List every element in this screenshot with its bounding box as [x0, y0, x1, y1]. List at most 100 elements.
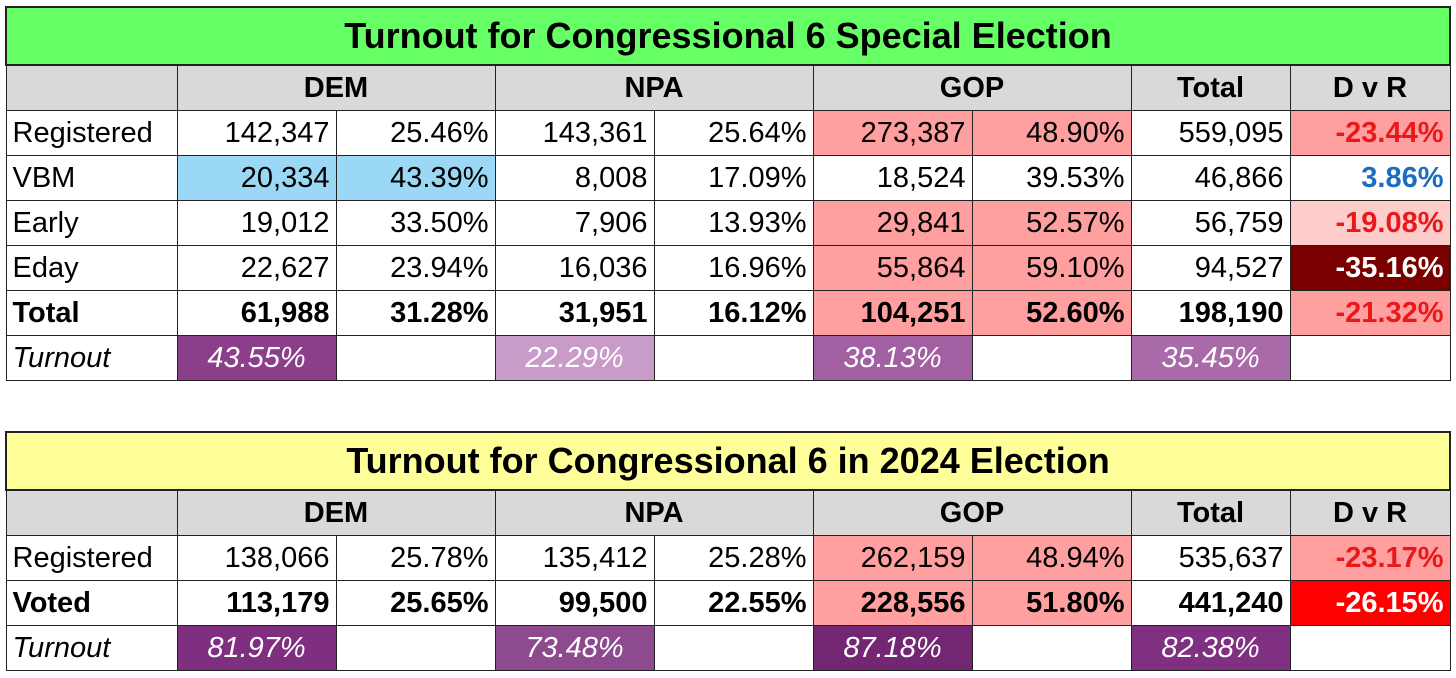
dvr-value: -26.15% — [1289, 580, 1451, 626]
header-blank — [5, 489, 178, 536]
table-row: Eday 22,627 23.94% 16,036 16.96% 55,864 … — [5, 245, 1451, 291]
dvr-value: -23.17% — [1289, 535, 1451, 581]
dem-pct: 25.65% — [335, 580, 496, 626]
npa-count: 8,008 — [494, 155, 655, 201]
gop-pct: 52.57% — [971, 200, 1132, 246]
dem-count: 142,347 — [176, 110, 337, 156]
gop-count: 29,841 — [812, 200, 973, 246]
empty-cell — [1289, 625, 1451, 671]
gop-turnout: 38.13% — [812, 335, 973, 381]
dem-pct: 25.46% — [335, 110, 496, 156]
table-title: Turnout for Congressional 6 Special Elec… — [5, 6, 1451, 66]
header-npa: NPA — [494, 64, 814, 111]
npa-turnout: 73.48% — [494, 625, 655, 671]
empty-cell — [971, 335, 1132, 381]
gop-count: 262,159 — [812, 535, 973, 581]
gop-count: 18,524 — [812, 155, 973, 201]
gop-pct: 51.80% — [971, 580, 1132, 626]
dvr-value: -35.16% — [1289, 245, 1451, 291]
gop-pct: 48.94% — [971, 535, 1132, 581]
header-dem: DEM — [176, 489, 496, 536]
empty-cell — [335, 335, 496, 381]
dem-count: 113,179 — [176, 580, 337, 626]
total-count: 535,637 — [1130, 535, 1291, 581]
dem-count: 138,066 — [176, 535, 337, 581]
gop-pct: 48.90% — [971, 110, 1132, 156]
total-count: 559,095 — [1130, 110, 1291, 156]
total-count: 46,866 — [1130, 155, 1291, 201]
header-row: DEM NPA GOP Total D v R — [5, 64, 1451, 111]
npa-count: 143,361 — [494, 110, 655, 156]
turnout-row: Turnout 81.97% 73.48% 87.18% 82.38% — [5, 625, 1451, 671]
turnout-row: Turnout 43.55% 22.29% 38.13% 35.45% — [5, 335, 1451, 381]
special-election-table: Turnout for Congressional 6 Special Elec… — [5, 6, 1451, 381]
row-label: Eday — [5, 245, 178, 291]
table-row: Early 19,012 33.50% 7,906 13.93% 29,841 … — [5, 200, 1451, 246]
empty-cell — [653, 335, 814, 381]
dvr-value: 3.86% — [1289, 155, 1451, 201]
header-total: Total — [1130, 64, 1291, 111]
header-gop: GOP — [812, 64, 1132, 111]
row-label: Turnout — [5, 335, 178, 381]
dem-pct: 31.28% — [335, 290, 496, 336]
dem-pct: 43.39% — [335, 155, 496, 201]
row-label: Registered — [5, 110, 178, 156]
header-dvr: D v R — [1289, 489, 1451, 536]
header-blank — [5, 64, 178, 111]
general-election-table: Turnout for Congressional 6 in 2024 Elec… — [4, 431, 1452, 671]
npa-count: 7,906 — [494, 200, 655, 246]
gop-pct: 59.10% — [971, 245, 1132, 291]
header-dvr: D v R — [1289, 64, 1451, 111]
table-row: VBM 20,334 43.39% 8,008 17.09% 18,524 39… — [5, 155, 1451, 201]
table-row-total: Total 61,988 31.28% 31,951 16.12% 104,25… — [5, 290, 1451, 336]
gop-count: 55,864 — [812, 245, 973, 291]
row-label: Turnout — [5, 625, 178, 671]
table-title: Turnout for Congressional 6 in 2024 Elec… — [4, 431, 1452, 491]
npa-pct: 17.09% — [653, 155, 814, 201]
npa-count: 99,500 — [494, 580, 655, 626]
empty-cell — [653, 625, 814, 671]
table-row: Registered 138,066 25.78% 135,412 25.28%… — [5, 535, 1451, 581]
empty-cell — [335, 625, 496, 671]
row-label: Total — [5, 290, 178, 336]
npa-count: 31,951 — [494, 290, 655, 336]
npa-pct: 25.64% — [653, 110, 814, 156]
gop-count: 273,387 — [812, 110, 973, 156]
dem-pct: 33.50% — [335, 200, 496, 246]
header-npa: NPA — [494, 489, 814, 536]
gop-pct: 52.60% — [971, 290, 1132, 336]
total-turnout: 82.38% — [1130, 625, 1291, 671]
dem-count: 19,012 — [176, 200, 337, 246]
dem-turnout: 81.97% — [176, 625, 337, 671]
dem-count: 61,988 — [176, 290, 337, 336]
npa-count: 16,036 — [494, 245, 655, 291]
npa-turnout: 22.29% — [494, 335, 655, 381]
dem-pct: 23.94% — [335, 245, 496, 291]
dvr-value: -21.32% — [1289, 290, 1451, 336]
total-count: 198,190 — [1130, 290, 1291, 336]
dem-turnout: 43.55% — [176, 335, 337, 381]
total-count: 441,240 — [1130, 580, 1291, 626]
total-count: 56,759 — [1130, 200, 1291, 246]
dvr-value: -19.08% — [1289, 200, 1451, 246]
total-turnout: 35.45% — [1130, 335, 1291, 381]
header-total: Total — [1130, 489, 1291, 536]
dvr-value: -23.44% — [1289, 110, 1451, 156]
npa-pct: 13.93% — [653, 200, 814, 246]
row-label: Voted — [5, 580, 178, 626]
table-row-voted: Voted 113,179 25.65% 99,500 22.55% 228,5… — [5, 580, 1451, 626]
npa-pct: 16.96% — [653, 245, 814, 291]
npa-count: 135,412 — [494, 535, 655, 581]
row-label: Registered — [5, 535, 178, 581]
header-row: DEM NPA GOP Total D v R — [5, 489, 1451, 536]
gop-count: 104,251 — [812, 290, 973, 336]
row-label: Early — [5, 200, 178, 246]
gop-turnout: 87.18% — [812, 625, 973, 671]
npa-pct: 16.12% — [653, 290, 814, 336]
empty-cell — [1289, 335, 1451, 381]
gop-pct: 39.53% — [971, 155, 1132, 201]
dem-pct: 25.78% — [335, 535, 496, 581]
header-gop: GOP — [812, 489, 1132, 536]
npa-pct: 25.28% — [653, 535, 814, 581]
header-dem: DEM — [176, 64, 496, 111]
